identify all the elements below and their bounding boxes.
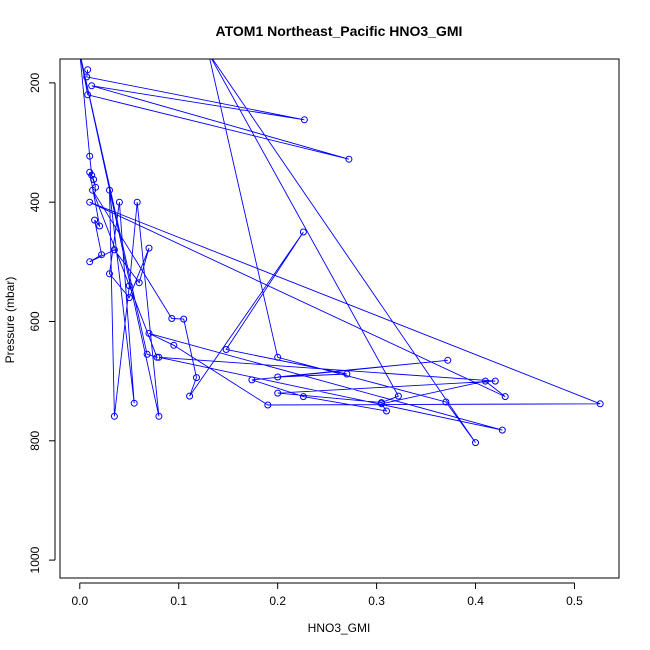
data-point xyxy=(274,373,282,381)
data-point xyxy=(498,426,506,434)
data-point xyxy=(300,116,308,124)
data-point xyxy=(501,393,509,401)
data-point xyxy=(193,374,200,382)
x-tick-label: 0.1 xyxy=(170,594,187,608)
data-point xyxy=(96,222,104,230)
data-point xyxy=(264,401,272,409)
data-point xyxy=(186,392,194,400)
data-layer xyxy=(79,59,604,447)
data-point xyxy=(472,439,479,447)
y-tick-label: 800 xyxy=(28,430,42,450)
data-point xyxy=(135,279,143,287)
data-point xyxy=(125,294,133,302)
data-point xyxy=(89,186,97,194)
data-point xyxy=(106,186,113,194)
data-point xyxy=(481,377,489,385)
data-point xyxy=(153,353,161,361)
series-line xyxy=(79,59,601,443)
x-tick-label: 0.3 xyxy=(368,594,385,608)
data-point xyxy=(168,315,176,322)
x-tick-label: 0.4 xyxy=(467,594,484,608)
x-tick-label: 0.0 xyxy=(71,594,88,608)
data-point xyxy=(106,270,113,278)
data-point xyxy=(345,155,353,163)
data-point xyxy=(442,398,450,406)
data-point xyxy=(98,251,106,259)
data-point xyxy=(383,407,390,415)
data-point xyxy=(110,412,118,420)
data-point xyxy=(248,376,256,384)
data-point xyxy=(125,282,133,290)
x-tick-label: 0.2 xyxy=(269,594,286,608)
x-axis-label: HNO3_GMI xyxy=(308,621,371,635)
data-point xyxy=(90,176,98,183)
data-point xyxy=(180,315,188,323)
x-tick-label: 0.5 xyxy=(566,594,583,608)
x-axis: 0.0 0.1 0.2 0.3 0.4 0.5 xyxy=(71,582,583,608)
data-point xyxy=(86,258,94,266)
plot-area-frame xyxy=(59,58,620,579)
data-point xyxy=(130,399,138,407)
data-point xyxy=(86,168,94,176)
data-point xyxy=(155,412,163,420)
y-tick-label: 600 xyxy=(28,311,42,331)
data-point xyxy=(274,353,282,361)
data-point xyxy=(83,73,91,81)
y-axis-label: Pressure (mbar) xyxy=(3,277,17,364)
data-point xyxy=(444,356,452,364)
data-point xyxy=(91,216,99,224)
data-point xyxy=(491,377,499,385)
data-point xyxy=(88,82,96,90)
data-point xyxy=(378,399,385,407)
data-point xyxy=(299,228,307,236)
y-tick-label: 200 xyxy=(28,73,42,93)
data-point xyxy=(86,152,94,160)
data-point xyxy=(299,393,307,401)
data-point xyxy=(155,353,163,361)
data-point xyxy=(143,350,151,358)
data-point xyxy=(145,329,153,337)
data-point xyxy=(145,244,153,252)
data-point xyxy=(274,389,282,397)
data-point xyxy=(133,198,141,206)
y-tick-label: 400 xyxy=(28,192,42,212)
data-point xyxy=(394,392,402,400)
data-point xyxy=(86,198,94,206)
data-point xyxy=(596,400,604,408)
chart-title: ATOM1 Northeast_Pacific HNO3_GMI xyxy=(216,23,463,39)
y-tick-label: 1000 xyxy=(28,546,42,573)
data-point xyxy=(84,66,92,74)
data-point xyxy=(222,346,230,353)
data-point xyxy=(170,341,178,349)
data-point xyxy=(84,91,92,99)
data-point xyxy=(115,198,123,206)
y-axis: 200 400 600 800 1000 xyxy=(28,73,56,573)
data-point xyxy=(110,246,118,254)
data-point xyxy=(343,370,351,378)
